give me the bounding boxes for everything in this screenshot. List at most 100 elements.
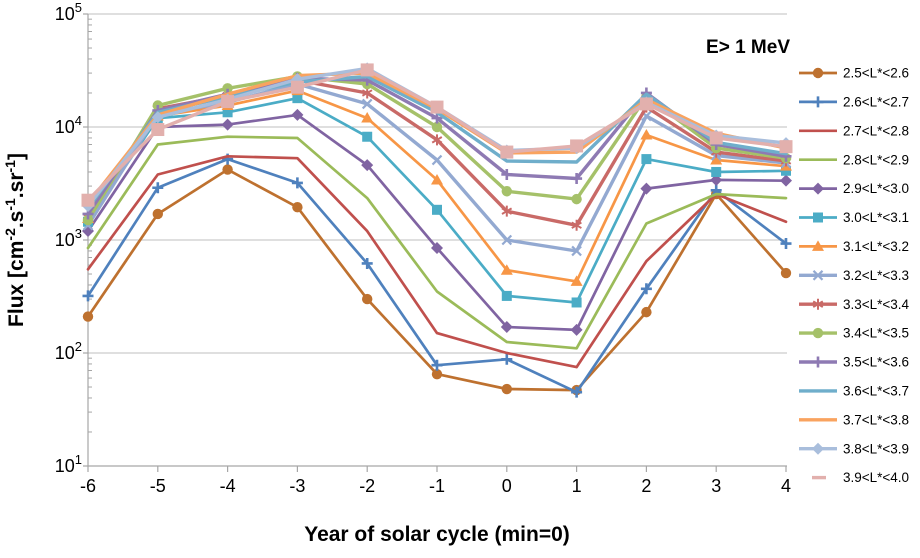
series-marker [780, 238, 792, 250]
series-marker [291, 108, 304, 121]
legend-label: 2.8<L*<2.9 [843, 152, 909, 167]
series-marker [291, 177, 303, 189]
x-tick-label: 2 [641, 476, 651, 496]
legend-label: 3.9<L*<4.0 [843, 470, 909, 485]
series-marker [640, 283, 652, 295]
series-2.7<L*<2.8 [86, 154, 788, 369]
series-marker [711, 166, 722, 177]
legend-label: 3.2<L*<3.3 [843, 268, 909, 283]
series-marker [500, 264, 513, 275]
series-marker [362, 131, 373, 142]
series-marker [361, 112, 374, 123]
y-tick-label: 105 [55, 0, 82, 24]
series-marker [360, 63, 374, 77]
series-marker [361, 87, 373, 99]
series-marker [152, 208, 163, 220]
legend-item: 3.1<L*<3.2 [799, 239, 909, 254]
series-marker [81, 193, 95, 207]
series-marker [780, 267, 792, 279]
series-marker [640, 128, 653, 140]
series-marker [780, 174, 792, 187]
series-marker [501, 353, 513, 365]
label-layer: Year of solar cycle (min=0) Flux [cm-2.s… [2, 37, 790, 546]
series-marker [641, 154, 652, 165]
legend-label: 3.1<L*<3.2 [843, 239, 909, 254]
series-marker [152, 182, 164, 194]
series-marker [82, 311, 94, 322]
series-marker [571, 193, 582, 205]
y-tick-label: 102 [55, 339, 82, 363]
series-marker [639, 97, 653, 111]
legend-item: 3.4<L*<3.5 [799, 326, 909, 341]
legend: 2.5<L*<2.6 2.6<L*<2.7 2.7<L*<2.8 2.8<L*<2.9… [799, 66, 910, 485]
series-marker [710, 154, 723, 165]
series-line [86, 154, 788, 369]
series-marker [222, 107, 233, 118]
series-3.5<L*<3.6 [82, 72, 792, 220]
legend-marker [812, 270, 824, 281]
series-marker [431, 134, 443, 146]
series-marker [570, 275, 583, 286]
legend-item: 2.5<L*<2.6 [799, 66, 909, 81]
series-marker [362, 293, 373, 305]
x-tick-label: 4 [781, 476, 791, 496]
series-marker [431, 359, 443, 371]
series-marker [361, 98, 373, 110]
annotation-energy: E> 1 MeV [706, 37, 790, 58]
series-marker [222, 83, 233, 94]
series-3.9<L*<4.0 [81, 63, 793, 207]
legend-item: 2.8<L*<2.9 [799, 152, 909, 167]
series-marker [781, 165, 791, 176]
series-line [86, 168, 788, 392]
series-marker [151, 123, 165, 137]
legend-label: 3.6<L*<3.7 [843, 384, 909, 399]
legend-label: 2.5<L*<2.6 [843, 66, 909, 81]
series-marker [571, 297, 582, 308]
series-marker [501, 290, 512, 301]
series-2.8<L*<2.9 [86, 135, 788, 350]
x-tick-label: 0 [502, 476, 512, 496]
legend-marker [812, 240, 824, 251]
y-tick-label: 103 [55, 226, 82, 250]
legend-item: 2.6<L*<2.7 [799, 95, 909, 110]
x-tick-label: 3 [711, 476, 721, 496]
series-marker [501, 234, 513, 246]
series-marker [221, 118, 234, 131]
legend-item: 3.8<L*<3.9 [799, 441, 909, 456]
x-tick-label: -3 [289, 476, 305, 496]
axis-layer: 101 102 103 104 105 -6 -5 -4 -3 -2 -1 0 1 2 3 4 [55, 0, 791, 496]
series-marker [430, 100, 444, 114]
legend-label: 3.4<L*<3.5 [843, 326, 909, 341]
legend-label: 2.9<L*<3.0 [843, 181, 909, 196]
y-axis-title: Flux [cm-2.s-1.sr-1] [2, 153, 28, 327]
series-marker [640, 182, 653, 195]
series-marker [501, 186, 512, 197]
legend-label: 3.0<L*<3.1 [843, 210, 909, 225]
y-tick-label: 104 [55, 113, 82, 137]
series-marker [292, 93, 303, 104]
x-axis-title: Year of solar cycle (min=0) [304, 523, 570, 546]
legend-marker [812, 96, 824, 108]
series-marker [290, 80, 304, 94]
series-marker [221, 95, 235, 109]
legend-item: 3.3<L*<3.4 [799, 297, 910, 312]
series-marker [222, 164, 233, 175]
series-marker [641, 306, 652, 318]
legend-item: 3.9<L*<4.0 [812, 470, 909, 485]
series-marker [82, 214, 94, 226]
series-marker [501, 383, 512, 395]
series-marker [500, 320, 513, 333]
legend-item: 3.2<L*<3.3 [799, 268, 909, 283]
series-marker [431, 112, 443, 124]
series-marker [501, 168, 513, 180]
series-marker [431, 241, 443, 254]
series-marker [709, 131, 723, 145]
series-marker [82, 290, 94, 302]
series-layer [81, 62, 793, 398]
series-marker [292, 202, 303, 213]
legend-marker [812, 182, 824, 195]
legend-marker [812, 442, 824, 455]
series-marker [431, 121, 443, 133]
legend-item: 3.0<L*<3.1 [799, 210, 909, 225]
